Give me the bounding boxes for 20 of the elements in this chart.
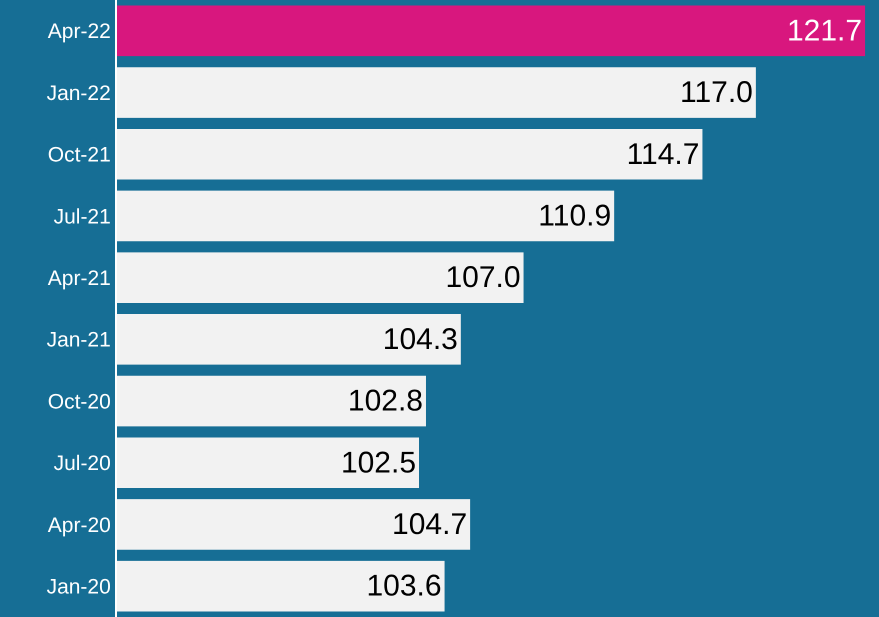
y-tick-label: Apr-21: [48, 267, 111, 290]
data-label: 114.7: [626, 138, 700, 171]
y-tick-label: Jul-21: [54, 205, 111, 228]
y-tick-label: Jan-20: [46, 576, 111, 598]
data-label: 104.7: [392, 508, 468, 541]
data-label: 102.5: [340, 446, 416, 480]
data-label: 103.6: [366, 570, 442, 603]
data-label: 121.7: [786, 14, 862, 48]
data-label: 117.0: [680, 76, 753, 110]
y-tick-label: Jan-21: [46, 328, 111, 352]
y-tick-label: Jul-20: [54, 452, 111, 476]
y-tick-label: Oct-21: [48, 144, 111, 167]
y-tick-label: Oct-20: [48, 390, 111, 414]
data-label: 104.3: [382, 322, 458, 356]
data-label: 110.9: [538, 199, 612, 232]
y-tick-label: Apr-20: [48, 514, 111, 537]
data-label: 107.0: [445, 261, 521, 294]
y-tick-label: Apr-22: [48, 20, 111, 44]
data-label: 102.8: [348, 384, 423, 418]
y-tick-label: Jan-22: [46, 82, 111, 105]
